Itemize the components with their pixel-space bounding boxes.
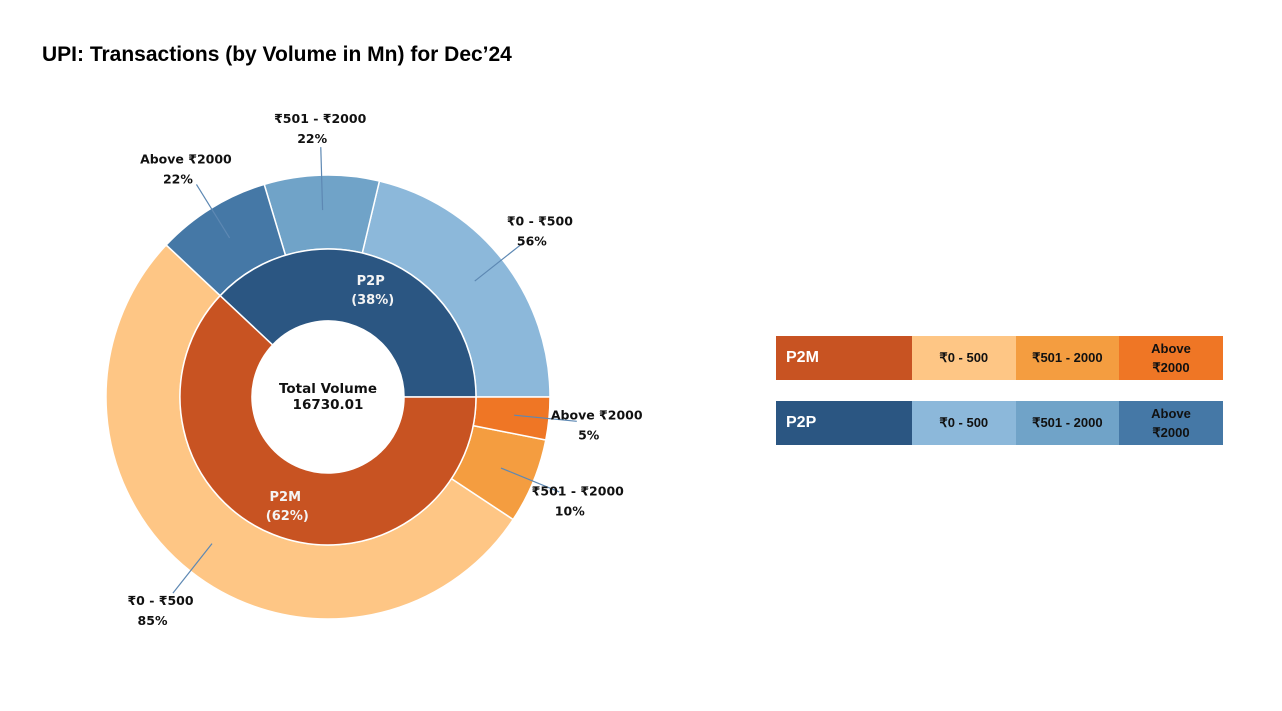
- inner-slice-p2m: [179, 294, 477, 546]
- inner-pct-p2p: (38%): [351, 293, 394, 308]
- legend-p2p-501-2000: ₹501 - 2000: [1015, 401, 1120, 445]
- leader-line-p2p-0-500: [474, 241, 525, 282]
- legend-p2m-above-2000: Above ₹2000: [1119, 336, 1223, 380]
- inner-label-p2p: P2P: [357, 274, 385, 289]
- legend-head-p2m: P2M: [776, 336, 912, 380]
- leader-line-p2p-above-2000: [195, 184, 231, 239]
- leader-line-p2p-501-2000: [320, 147, 324, 211]
- chart-title: UPI: Transactions (by Volume in Mn) for …: [42, 43, 512, 66]
- outer-label-p2m-above-2000: Above ₹2000: [551, 407, 643, 422]
- legend-row-p2p: P2P ₹0 - 500 ₹501 - 2000 Above ₹2000: [776, 401, 1223, 445]
- legend-p2m-0-500: ₹0 - 500: [912, 336, 1016, 380]
- outer-pct-p2p-0-500: 56%: [517, 234, 547, 249]
- leader-line-p2m-501-2000: [500, 467, 560, 493]
- legend-p2p-0-500: ₹0 - 500: [912, 401, 1016, 445]
- outer-pct-p2p-above-2000: 22%: [163, 171, 193, 186]
- outer-label-p2m-501-2000: ₹501 - ₹2000: [532, 484, 624, 499]
- outer-label-p2p-above-2000: Above ₹2000: [140, 151, 232, 166]
- outer-pct-p2m-above-2000: 5%: [578, 427, 600, 442]
- leader-line-p2m-above-2000: [514, 414, 577, 422]
- outer-label-p2p-0-500: ₹0 - ₹500: [507, 214, 573, 229]
- legend-p2p-above-2000: Above ₹2000: [1119, 401, 1223, 445]
- inner-slice-p2p: [219, 248, 477, 398]
- legend-head-p2p: P2P: [776, 401, 912, 445]
- legend-p2m-501-2000: ₹501 - 2000: [1015, 336, 1120, 380]
- leader-line-p2m-0-500: [172, 543, 213, 594]
- outer-pct-p2m-0-500: 85%: [138, 613, 168, 628]
- outer-label-p2p-501-2000: ₹501 - ₹2000: [274, 111, 366, 126]
- outer-label-p2m-0-500: ₹0 - ₹500: [127, 593, 193, 608]
- outer-pct-p2p-501-2000: 22%: [297, 131, 327, 146]
- inner-pct-p2m: (62%): [266, 509, 309, 524]
- center-label-value: 16730.01: [293, 397, 364, 413]
- legend-row-p2m: P2M ₹0 - 500 ₹501 - 2000 Above ₹2000: [776, 336, 1223, 380]
- inner-label-p2m: P2M: [270, 490, 302, 505]
- outer-pct-p2m-501-2000: 10%: [555, 504, 585, 519]
- center-label-title: Total Volume: [279, 381, 377, 397]
